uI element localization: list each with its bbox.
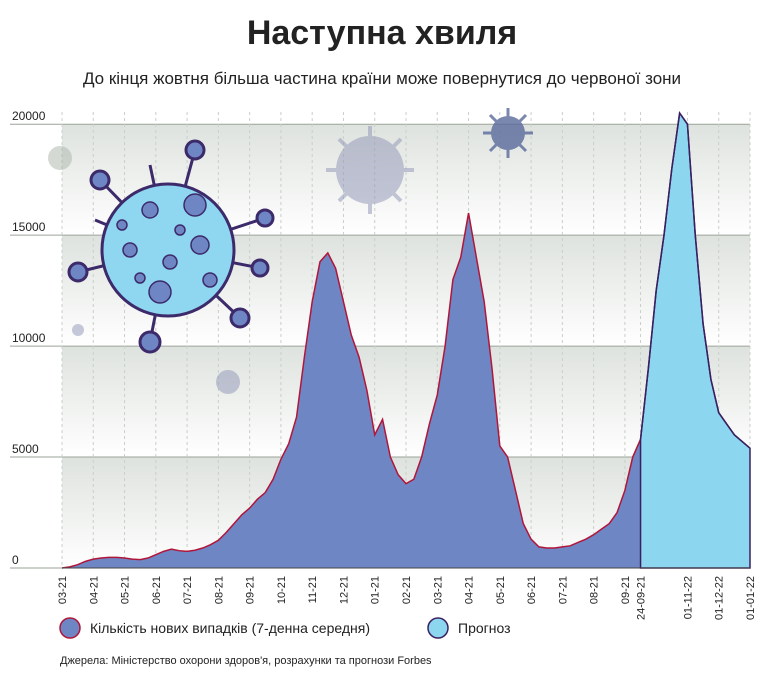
x-tick-label: 04-21 <box>464 576 476 604</box>
x-tick-label: 09-21 <box>620 576 632 604</box>
x-tick-label: 03-21 <box>432 576 444 604</box>
line <box>61 212 642 569</box>
x-tick-label: 05-21 <box>120 576 132 604</box>
legend-label: Кількість нових випадків (7-денна середн… <box>90 620 370 636</box>
chart-subtitle: До кінця жовтня більша частина країни мо… <box>83 69 681 88</box>
x-tick-label: 01-11-22 <box>682 576 694 619</box>
x-tick-label: 08-21 <box>213 576 225 604</box>
y-tick-label: 5000 <box>12 442 39 456</box>
virus-decoration <box>48 146 240 394</box>
virus-decoration <box>483 108 533 158</box>
legend: Кількість нових випадків (7-денна середн… <box>59 617 511 639</box>
x-tick-label: 07-21 <box>557 576 569 604</box>
y-tick-label: 0 <box>12 553 19 567</box>
legend-swatch <box>427 617 449 639</box>
x-tick-label: 02-21 <box>401 576 413 604</box>
legend-swatch <box>59 617 81 639</box>
area <box>62 212 641 568</box>
legend-label: Прогноз <box>458 620 511 636</box>
y-tick-label: 20000 <box>12 109 46 123</box>
x-tick-label: 24-09-21 <box>636 576 648 620</box>
x-tick-label: 09-21 <box>245 576 257 604</box>
chart-title: Наступна хвиля <box>247 14 517 52</box>
x-tick-label: 06-21 <box>151 576 163 604</box>
y-tick-label: 10000 <box>12 331 46 345</box>
x-tick-label: 08-21 <box>589 576 601 604</box>
x-tick-label: 06-21 <box>526 576 538 604</box>
virus-decoration <box>67 139 275 354</box>
line <box>639 111 751 449</box>
x-tick-label: 11-21 <box>307 576 319 603</box>
virus-decoration <box>326 126 414 214</box>
y-tick-label: 15000 <box>12 220 46 234</box>
x-tick-label: 10-21 <box>276 576 288 604</box>
x-tick-label: 07-21 <box>182 576 194 604</box>
x-tick-label: 01-01-22 <box>745 576 757 620</box>
x-tick-label: 03-21 <box>57 576 69 604</box>
x-tick-label: 01-21 <box>370 576 382 604</box>
source-note: Джерела: Міністерство охорони здоров'я, … <box>60 655 432 667</box>
x-tick-label: 04-21 <box>88 576 100 604</box>
x-tick-label: 12-21 <box>338 576 350 604</box>
x-tick-label: 01-12-22 <box>714 576 726 620</box>
x-tick-label: 05-21 <box>495 576 507 604</box>
axes: 0 5000 10000 15000 20000 03-21 04-21 05-21 06-21… <box>12 109 757 620</box>
plot <box>61 111 751 569</box>
